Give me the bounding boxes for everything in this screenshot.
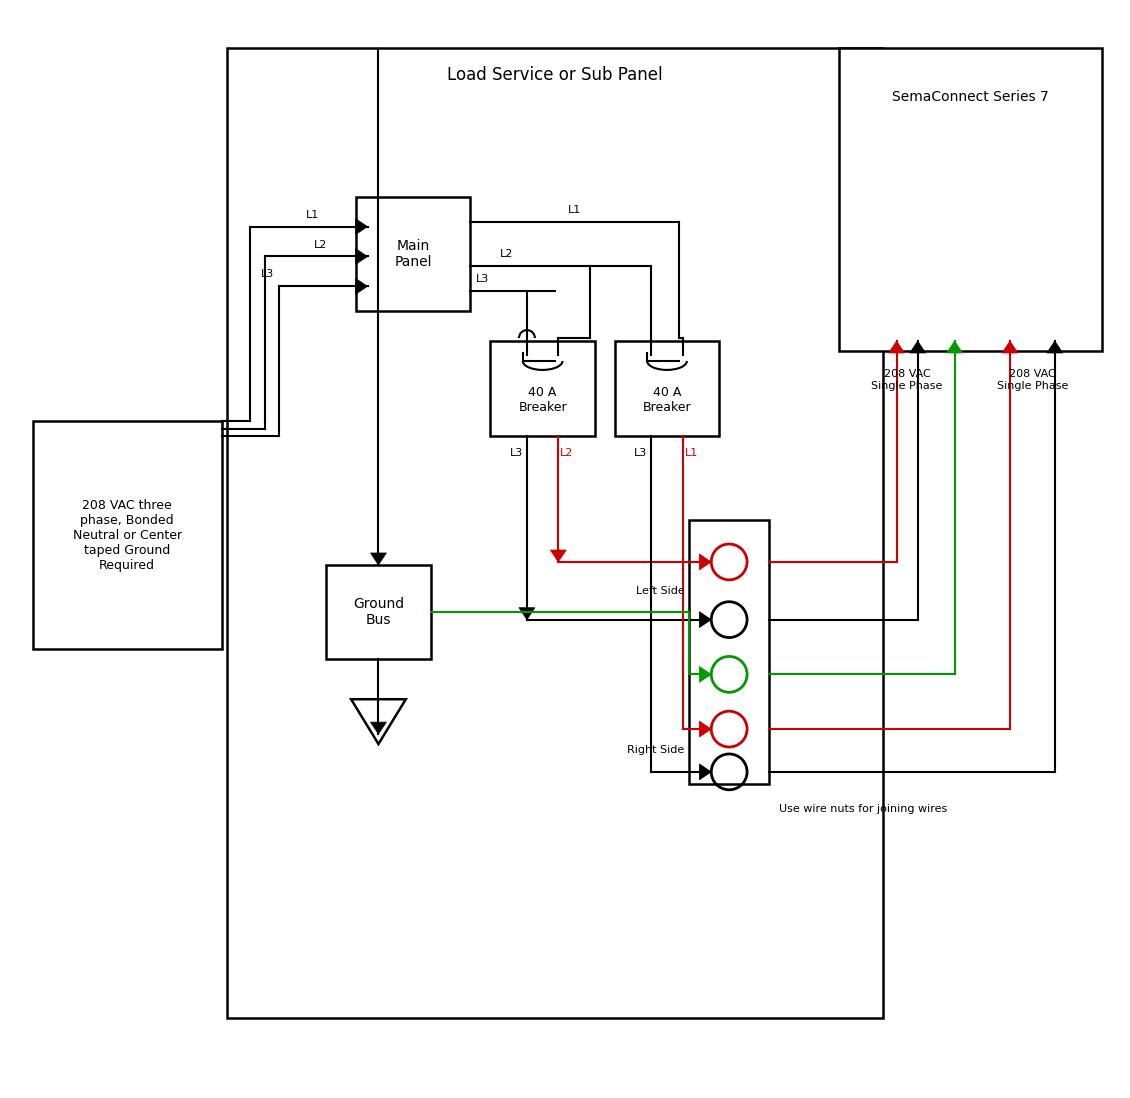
Text: L2: L2 bbox=[313, 239, 327, 249]
Polygon shape bbox=[699, 764, 711, 780]
Text: L1: L1 bbox=[305, 210, 319, 220]
Text: Use wire nuts for joining wires: Use wire nuts for joining wires bbox=[779, 804, 947, 814]
Text: L1: L1 bbox=[568, 204, 582, 215]
Bar bbox=[356, 197, 470, 311]
Text: L3: L3 bbox=[510, 448, 523, 458]
Text: L3: L3 bbox=[634, 448, 647, 458]
Text: SemaConnect Series 7: SemaConnect Series 7 bbox=[892, 90, 1049, 104]
Polygon shape bbox=[550, 344, 566, 356]
Polygon shape bbox=[699, 554, 711, 570]
Polygon shape bbox=[371, 722, 386, 735]
Text: Load Service or Sub Panel: Load Service or Sub Panel bbox=[447, 66, 663, 85]
Polygon shape bbox=[550, 550, 566, 562]
Text: Ground
Bus: Ground Bus bbox=[353, 597, 405, 627]
Polygon shape bbox=[371, 553, 386, 564]
Polygon shape bbox=[356, 219, 367, 235]
Text: 40 A
Breaker: 40 A Breaker bbox=[519, 385, 567, 414]
Polygon shape bbox=[699, 666, 711, 682]
Text: 208 VAC
Single Phase: 208 VAC Single Phase bbox=[871, 369, 942, 391]
Text: L3: L3 bbox=[261, 269, 275, 279]
Text: 208 VAC
Single Phase: 208 VAC Single Phase bbox=[997, 369, 1068, 391]
Polygon shape bbox=[947, 341, 963, 352]
Text: Right Side: Right Side bbox=[627, 746, 685, 755]
Bar bbox=[33, 421, 221, 650]
Bar bbox=[490, 341, 594, 436]
Text: Left Side: Left Side bbox=[636, 586, 685, 596]
Text: L1: L1 bbox=[685, 448, 698, 458]
Text: 208 VAC three
phase, Bonded
Neutral or Center
taped Ground
Required: 208 VAC three phase, Bonded Neutral or C… bbox=[72, 498, 182, 572]
Polygon shape bbox=[356, 279, 367, 294]
Text: L2: L2 bbox=[560, 448, 574, 458]
Bar bbox=[689, 520, 768, 784]
Text: 40 A
Breaker: 40 A Breaker bbox=[643, 385, 692, 414]
Text: L2: L2 bbox=[501, 249, 514, 259]
Bar bbox=[227, 47, 884, 1018]
Polygon shape bbox=[1002, 341, 1018, 352]
Polygon shape bbox=[519, 607, 534, 619]
Text: Main
Panel: Main Panel bbox=[394, 239, 432, 269]
Bar bbox=[615, 341, 719, 436]
Polygon shape bbox=[1046, 341, 1063, 352]
Polygon shape bbox=[643, 344, 659, 356]
Text: L3: L3 bbox=[476, 274, 488, 284]
Bar bbox=[838, 47, 1102, 351]
Polygon shape bbox=[699, 721, 711, 737]
Polygon shape bbox=[675, 344, 690, 356]
Polygon shape bbox=[699, 612, 711, 628]
Bar bbox=[327, 564, 431, 660]
Polygon shape bbox=[356, 248, 367, 265]
Polygon shape bbox=[888, 341, 905, 352]
Polygon shape bbox=[519, 344, 534, 356]
Polygon shape bbox=[910, 341, 925, 352]
